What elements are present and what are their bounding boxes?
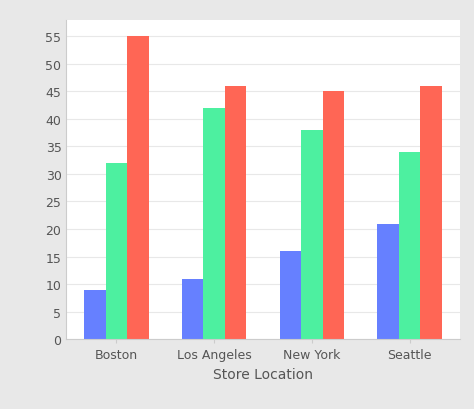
Bar — [399, 153, 420, 339]
Bar — [420, 86, 442, 339]
Bar — [106, 164, 127, 339]
Bar — [203, 108, 225, 339]
X-axis label: Store Location: Store Location — [213, 367, 313, 381]
Bar — [323, 92, 344, 339]
Bar — [182, 279, 203, 339]
Bar — [280, 252, 301, 339]
Bar — [84, 290, 106, 339]
Bar — [127, 37, 149, 339]
Bar — [301, 130, 323, 339]
Bar — [225, 86, 246, 339]
Bar — [377, 224, 399, 339]
